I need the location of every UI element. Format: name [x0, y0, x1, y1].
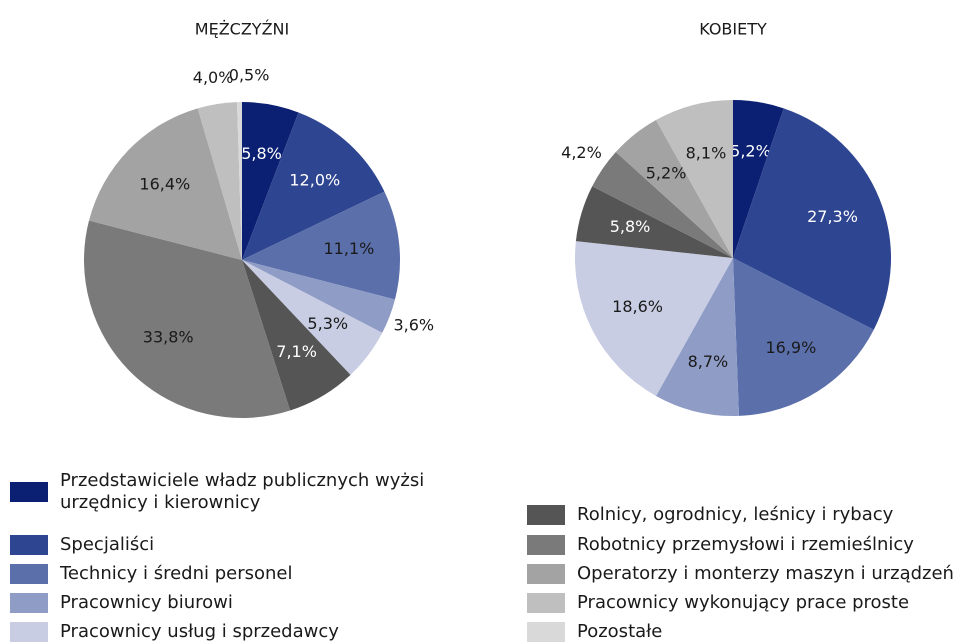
legend-item: Technicy i średni personel	[10, 563, 293, 585]
legend-label: Technicy i średni personel	[60, 563, 293, 584]
data-label: 5,2%	[730, 141, 771, 160]
pie-slice	[656, 258, 739, 416]
legend-swatch	[527, 622, 565, 642]
legend-item: Operatorzy i monterzy maszyn i urządzeń	[527, 563, 954, 585]
data-label: 5,8%	[610, 217, 651, 236]
pie-slice	[592, 152, 733, 258]
legend-label: Pracownicy biurowi	[60, 592, 233, 613]
data-label: 18,6%	[612, 297, 663, 316]
pie-slice	[575, 241, 733, 396]
legend-label: Specjaliści	[60, 534, 155, 555]
legend-item: Pracownicy biurowi	[10, 592, 233, 614]
legend-swatch	[10, 622, 48, 642]
legend-item: Robotnicy przemysłowi i rzemieślnicy	[527, 534, 914, 556]
data-label: 27,3%	[807, 207, 858, 226]
pie-slice	[242, 260, 395, 333]
pie-slice	[733, 100, 784, 258]
data-label: 0,5%	[229, 66, 270, 85]
data-label: 33,8%	[143, 328, 194, 347]
legend-swatch	[10, 564, 48, 584]
legend-swatch	[527, 564, 565, 584]
pie-slice	[237, 102, 242, 260]
pie-slice	[242, 102, 299, 260]
pie-slice	[197, 102, 242, 261]
data-label: 16,9%	[765, 338, 816, 357]
legend-label: Pracownicy wykonujący prace proste	[577, 592, 910, 613]
pie-slice	[84, 220, 291, 418]
pie-slice	[656, 100, 733, 258]
chart-title: KOBIETY	[699, 20, 767, 39]
legend-item: Przedstawiciele władz publicznych wyżsi …	[10, 470, 460, 514]
data-label: 4,0%	[193, 68, 234, 87]
pie-slice	[242, 191, 400, 300]
legend-label: Pozostałe	[577, 621, 663, 642]
data-label: 5,3%	[307, 314, 348, 333]
data-label: 8,7%	[688, 352, 729, 371]
legend-label: Operatorzy i monterzy maszyn i urządzeń	[577, 563, 954, 584]
legend-item: Rolnicy, ogrodnicy, leśnicy i rybacy	[527, 504, 893, 526]
data-label: 12,0%	[289, 170, 340, 189]
data-label: 11,1%	[324, 239, 375, 258]
legend-swatch	[527, 593, 565, 613]
pie-slice	[242, 260, 383, 375]
legend-item: Specjaliści	[10, 534, 154, 556]
pie-slice	[575, 186, 733, 258]
charts: MĘŻCZYŹNI 5,8% 12,0% 11,1% 3,6% 5,3% 7,1% 33,8%…	[84, 20, 891, 418]
data-label: 7,1%	[276, 342, 317, 361]
legend-label: Robotnicy przemysłowi i rzemieślnicy	[577, 534, 914, 555]
legend-label: Rolnicy, ogrodnicy, leśnicy i rybacy	[577, 504, 894, 525]
legend-item: Pracownicy usług i sprzedawcy	[10, 621, 339, 642]
legend-item: Pracownicy wykonujący prace proste	[527, 592, 909, 614]
legend-swatch	[10, 593, 48, 613]
legend-swatch	[10, 535, 48, 555]
legend-item: Pozostałe	[527, 621, 662, 642]
legend-swatch	[10, 482, 48, 502]
data-label: 4,2%	[561, 143, 602, 162]
chart-title: MĘŻCZYŹNI	[195, 20, 289, 39]
data-label: 16,4%	[139, 175, 190, 194]
pie-slice	[733, 258, 874, 416]
pie-slice	[242, 260, 351, 411]
data-label: 5,8%	[241, 144, 282, 163]
legend-label: Pracownicy usług i sprzedawcy	[60, 621, 339, 642]
legend-swatch	[527, 535, 565, 555]
pie-slice	[615, 120, 733, 258]
pie-slice	[733, 108, 891, 330]
legend-swatch	[527, 505, 565, 525]
data-label: 5,2%	[646, 163, 687, 182]
data-label: 3,6%	[393, 315, 434, 334]
pie-slice	[242, 112, 385, 260]
pie-slice	[89, 108, 242, 260]
data-label: 8,1%	[686, 144, 727, 163]
legend-label: Przedstawiciele władz publicznych wyżsi …	[60, 470, 425, 513]
